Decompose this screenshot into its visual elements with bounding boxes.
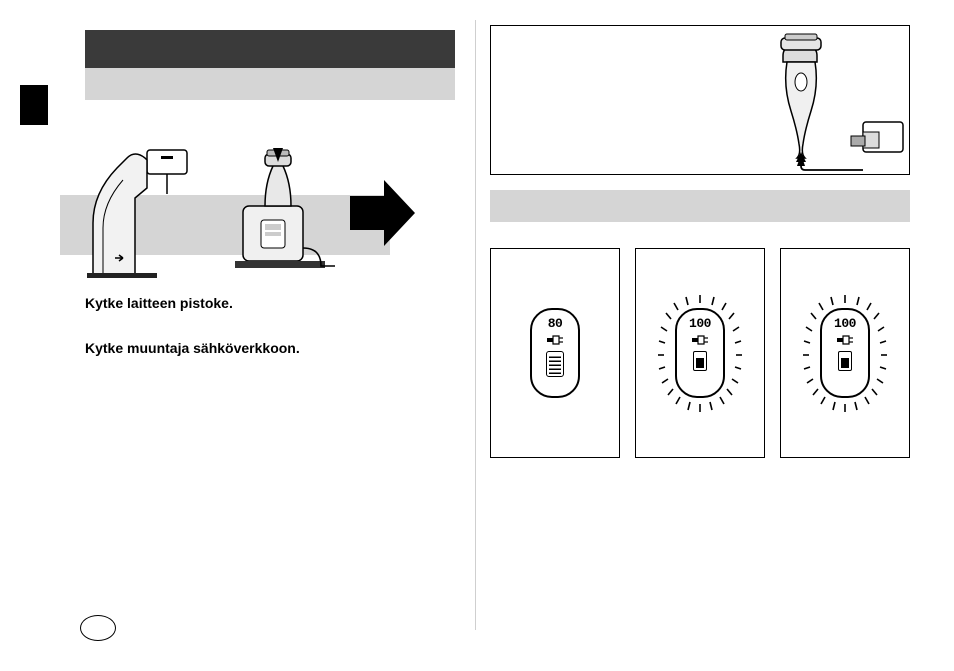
plug-icon	[837, 335, 853, 348]
battery-icon	[691, 351, 709, 375]
page-root: Kytke laitteen pistoke. Kytke muuntaja s…	[0, 0, 954, 671]
plug-icon	[547, 335, 563, 348]
battery-icon	[836, 351, 854, 375]
plug-icon	[692, 335, 708, 348]
lcd-panels-row: 80	[490, 248, 910, 458]
caption-step-1: Kytke laitteen pistoke.	[85, 295, 233, 311]
figure-charging-base	[85, 148, 205, 278]
column-divider	[475, 20, 476, 630]
battery-icon	[546, 351, 564, 375]
lcd-number: 100	[834, 316, 856, 331]
header-band-dark	[85, 30, 455, 68]
page-number-oval	[80, 615, 116, 641]
panel-full-1: 100	[635, 248, 765, 458]
panel-charging: 80	[490, 248, 620, 458]
lcd-display-charging: 80	[530, 308, 580, 398]
figure-shaver-plugged-in	[490, 25, 910, 175]
left-column: Kytke laitteen pistoke. Kytke muuntaja s…	[0, 0, 470, 671]
lcd-display-full: 100	[820, 308, 870, 398]
panel-full-2: 100	[780, 248, 910, 458]
header-band-light	[85, 68, 455, 100]
lcd-number: 80	[548, 316, 563, 331]
subheader-band	[490, 190, 910, 222]
caption-step-2: Kytke muuntaja sähköverkkoon.	[85, 340, 300, 356]
arrow-right-icon	[350, 178, 415, 248]
right-column: 80	[490, 0, 930, 671]
figure-shaver-on-dock	[225, 148, 335, 278]
lcd-display-full: 100	[675, 308, 725, 398]
page-tab	[20, 85, 48, 125]
lcd-number: 100	[689, 316, 711, 331]
figure-row	[75, 145, 455, 280]
